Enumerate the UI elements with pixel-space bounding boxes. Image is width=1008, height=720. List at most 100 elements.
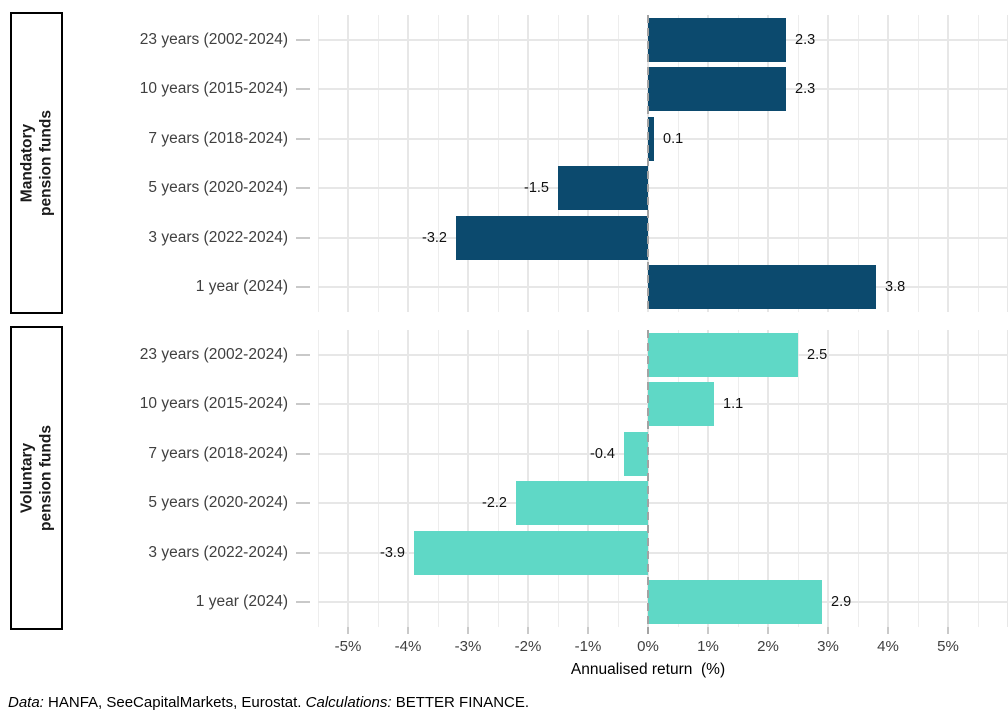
gridline-v-major bbox=[887, 15, 889, 312]
zero-line bbox=[647, 15, 649, 312]
gridline-v-major bbox=[767, 330, 769, 627]
gridline-v-minor bbox=[437, 330, 439, 627]
footer-caption: Data: HANFA, SeeCapitalMarkets, Eurostat… bbox=[8, 693, 529, 713]
x-axis-tick bbox=[887, 627, 889, 634]
category-label: 7 years (2018-2024) bbox=[148, 129, 288, 147]
gridline-v-major bbox=[947, 15, 949, 312]
strip-line: Voluntary bbox=[17, 442, 35, 514]
gridline-v-major bbox=[527, 15, 529, 312]
bar-value-label: 0.1 bbox=[663, 130, 684, 147]
bar-value-label: -2.2 bbox=[482, 495, 507, 512]
bar bbox=[648, 382, 714, 427]
gridline-v-major bbox=[947, 330, 949, 627]
facet-strip-voluntary-label: Voluntary pension funds bbox=[18, 425, 55, 531]
gridline-v-major bbox=[887, 330, 889, 627]
gridline-v-minor bbox=[797, 15, 799, 312]
gridline-v-minor bbox=[437, 15, 439, 312]
x-axis-tick-label: -3% bbox=[454, 638, 482, 655]
footer-data-label: Data: bbox=[8, 694, 44, 711]
zero-line bbox=[647, 330, 649, 627]
strip-line: Mandatory bbox=[17, 123, 35, 203]
gridline-v-major bbox=[527, 330, 529, 627]
gridline-h bbox=[318, 502, 1008, 505]
category-label: 23 years (2002-2024) bbox=[139, 30, 288, 48]
gridline-v-minor bbox=[617, 330, 619, 627]
gridline-v-minor bbox=[677, 15, 679, 312]
bar bbox=[648, 580, 822, 625]
bar bbox=[558, 166, 648, 211]
gridline-v-major bbox=[467, 15, 469, 312]
gridline-v-minor bbox=[977, 15, 979, 312]
x-axis-tick bbox=[947, 627, 949, 634]
bar bbox=[624, 431, 648, 476]
x-axis-tick-label: 2% bbox=[757, 638, 779, 655]
y-axis-tick bbox=[296, 353, 310, 356]
bar bbox=[456, 215, 648, 260]
gridline-v-minor bbox=[857, 330, 859, 627]
category-label: 1 year (2024) bbox=[195, 593, 288, 611]
bar-value-label: 2.9 bbox=[831, 594, 852, 611]
category-label: 5 years (2020-2024) bbox=[148, 494, 288, 512]
x-axis-tick bbox=[467, 627, 469, 634]
footer-calculations-label: Calculations: bbox=[305, 694, 392, 711]
facet-strip-mandatory: Mandatory pension funds bbox=[10, 12, 63, 314]
x-axis-tick-label: -2% bbox=[514, 638, 542, 655]
y-axis-tick bbox=[296, 601, 310, 604]
category-label: 7 years (2018-2024) bbox=[148, 444, 288, 462]
gridline-v-minor bbox=[377, 15, 379, 312]
bar-value-label: 1.1 bbox=[723, 396, 744, 413]
gridline-v-minor bbox=[737, 330, 739, 627]
gridline-v-minor bbox=[917, 330, 919, 627]
bar-value-label: -0.4 bbox=[590, 445, 615, 462]
bar bbox=[516, 481, 648, 526]
y-axis-tick bbox=[296, 137, 310, 140]
gridline-v-minor bbox=[377, 330, 379, 627]
category-label: 3 years (2022-2024) bbox=[148, 543, 288, 561]
x-axis-tick bbox=[407, 627, 409, 634]
bar bbox=[414, 530, 648, 575]
gridline-v-major bbox=[407, 15, 409, 312]
bar-value-label: 2.5 bbox=[807, 346, 828, 363]
gridline-h bbox=[318, 137, 1008, 140]
y-axis-tick bbox=[296, 38, 310, 41]
y-axis-tick bbox=[296, 187, 310, 190]
gridline-v-minor bbox=[317, 330, 319, 627]
footer-calculations-text: BETTER FINANCE. bbox=[391, 694, 530, 711]
x-axis-tick-label: 0% bbox=[637, 638, 659, 655]
bar bbox=[648, 332, 798, 377]
x-axis-tick bbox=[827, 627, 829, 634]
gridline-v-minor bbox=[737, 15, 739, 312]
y-axis-tick bbox=[296, 502, 310, 505]
gridline-v-major bbox=[587, 330, 589, 627]
category-label: 10 years (2015-2024) bbox=[139, 395, 288, 413]
strip-line: pension funds bbox=[36, 110, 54, 216]
x-axis-tick-label: -4% bbox=[394, 638, 422, 655]
x-axis-title: Annualised return (%) bbox=[570, 661, 726, 678]
y-axis-tick bbox=[296, 403, 310, 406]
gridline-v-major bbox=[707, 330, 709, 627]
bar-value-label: -3.2 bbox=[422, 229, 447, 246]
footer-data-text: HANFA, SeeCapitalMarkets, Eurostat. bbox=[43, 694, 306, 711]
gridline-h bbox=[318, 452, 1008, 455]
gridline-v-major bbox=[407, 330, 409, 627]
gridline-v-minor bbox=[977, 330, 979, 627]
x-axis-tick-label: -5% bbox=[334, 638, 362, 655]
bar-value-label: -1.5 bbox=[524, 180, 549, 197]
x-axis-tick bbox=[647, 627, 649, 634]
gridline-v-minor bbox=[317, 15, 319, 312]
category-label: 23 years (2002-2024) bbox=[139, 345, 288, 363]
gridline-v-major bbox=[767, 15, 769, 312]
x-axis-tick-label: 1% bbox=[697, 638, 719, 655]
bar-value-label: 3.8 bbox=[885, 279, 906, 296]
y-axis-tick bbox=[296, 286, 310, 289]
category-label: 5 years (2020-2024) bbox=[148, 179, 288, 197]
bar-value-label: 2.3 bbox=[795, 81, 816, 98]
facet-strip-voluntary: Voluntary pension funds bbox=[10, 326, 63, 630]
gridline-h bbox=[318, 187, 1008, 190]
gridline-v-minor bbox=[677, 330, 679, 627]
x-axis-tick bbox=[527, 627, 529, 634]
x-axis-tick bbox=[587, 627, 589, 634]
y-axis-tick bbox=[296, 551, 310, 554]
x-axis-tick bbox=[347, 627, 349, 634]
